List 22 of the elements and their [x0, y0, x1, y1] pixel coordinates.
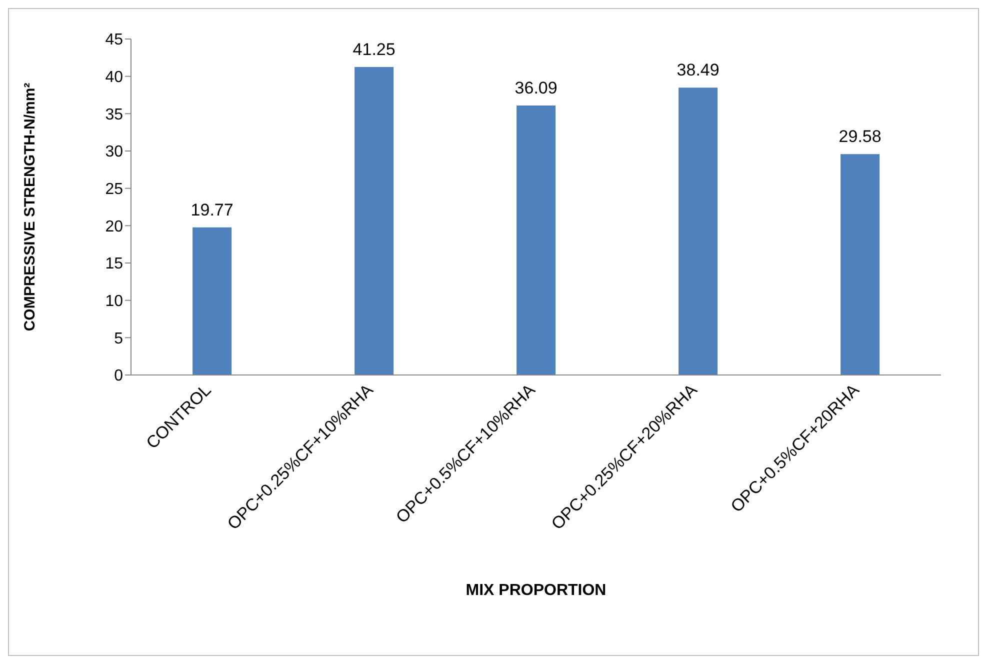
data-label: 29.58	[838, 127, 882, 146]
data-label: 41.25	[352, 40, 396, 59]
y-tick-label: 25	[105, 181, 124, 198]
bar	[678, 88, 718, 375]
data-label: 36.09	[514, 78, 558, 98]
y-tick-label: 35	[105, 106, 124, 124]
bar	[354, 67, 394, 375]
bar	[516, 106, 556, 375]
y-tick-label: 15	[105, 256, 124, 273]
y-axis-title: COMPRESSIVE STRENGTH-N/mm²	[21, 82, 38, 332]
y-tick-label: 30	[105, 144, 124, 161]
y-tick-label: 40	[105, 69, 124, 86]
bar	[192, 227, 232, 375]
y-tick-label: 45	[105, 32, 124, 49]
y-tick-label: 0	[114, 368, 124, 385]
bar	[840, 154, 880, 375]
data-label: 38.49	[676, 60, 720, 80]
data-label: 19.77	[190, 200, 234, 220]
y-tick-label: 5	[114, 330, 124, 348]
x-axis-title: MIX PROPORTION	[466, 582, 606, 599]
y-tick-label: 20	[105, 218, 124, 236]
y-tick-label: 10	[105, 293, 124, 310]
